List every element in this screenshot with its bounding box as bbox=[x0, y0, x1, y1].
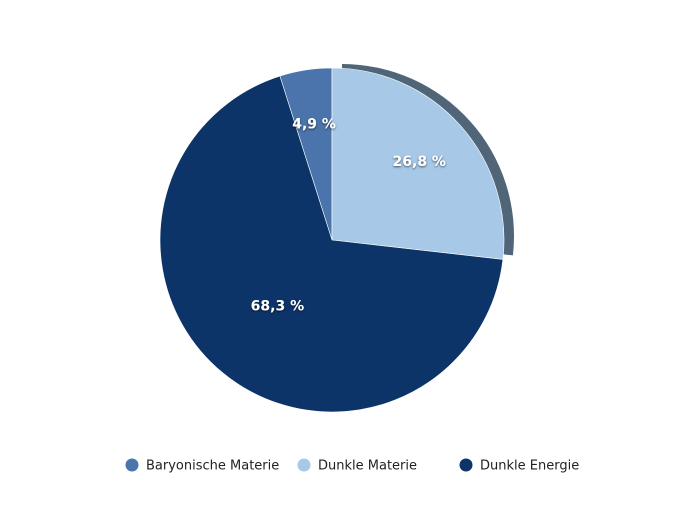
value-label: 68,3 % bbox=[251, 298, 304, 314]
legend-marker bbox=[125, 458, 139, 472]
legend-label: Dunkle Energie bbox=[480, 459, 579, 474]
value-label: 26,8 % bbox=[393, 154, 446, 170]
pie-slice bbox=[159, 75, 504, 413]
legend-marker bbox=[297, 458, 311, 472]
legend-label: Baryonische Materie bbox=[146, 459, 279, 474]
legend-label: Dunkle Materie bbox=[318, 459, 417, 474]
pie-slice bbox=[331, 67, 505, 260]
legend-marker bbox=[459, 458, 473, 472]
value-label: 4,9 % bbox=[292, 116, 336, 132]
